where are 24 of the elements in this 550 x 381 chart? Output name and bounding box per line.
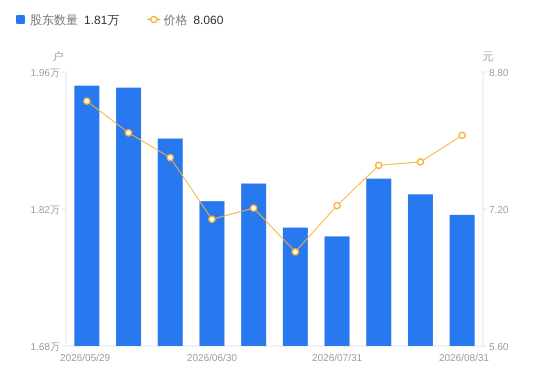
point — [250, 204, 258, 212]
y-tick-label: 1.68万 — [30, 342, 60, 353]
point — [375, 162, 382, 170]
x-tick-label: 2026/05/29 — [60, 353, 110, 364]
point — [83, 97, 91, 105]
x-tick-label: 2026/07/31 — [312, 353, 363, 364]
y-axis-title: 户 — [52, 50, 64, 63]
legend-label: 股东数量 — [30, 13, 78, 27]
y2-tick-label: 5.60 — [489, 342, 509, 353]
x-tick-label: 2026/06/30 — [186, 353, 238, 364]
y-tick-label: 1.82万 — [30, 205, 60, 216]
y2-tick-label: 8.80 — [489, 68, 509, 79]
point — [458, 132, 466, 140]
point — [208, 216, 216, 224]
point — [292, 248, 300, 256]
point — [124, 129, 132, 137]
legend-label: 价格 — [162, 13, 188, 27]
point — [416, 158, 424, 166]
point — [166, 154, 174, 162]
point — [333, 202, 341, 210]
y2-axis-title: 元 — [482, 51, 494, 63]
x-tick-label: 2026/08/31 — [438, 353, 490, 364]
y-tick-label: 1.96万 — [30, 68, 60, 79]
y2-tick-label: 7.20 — [489, 205, 509, 216]
